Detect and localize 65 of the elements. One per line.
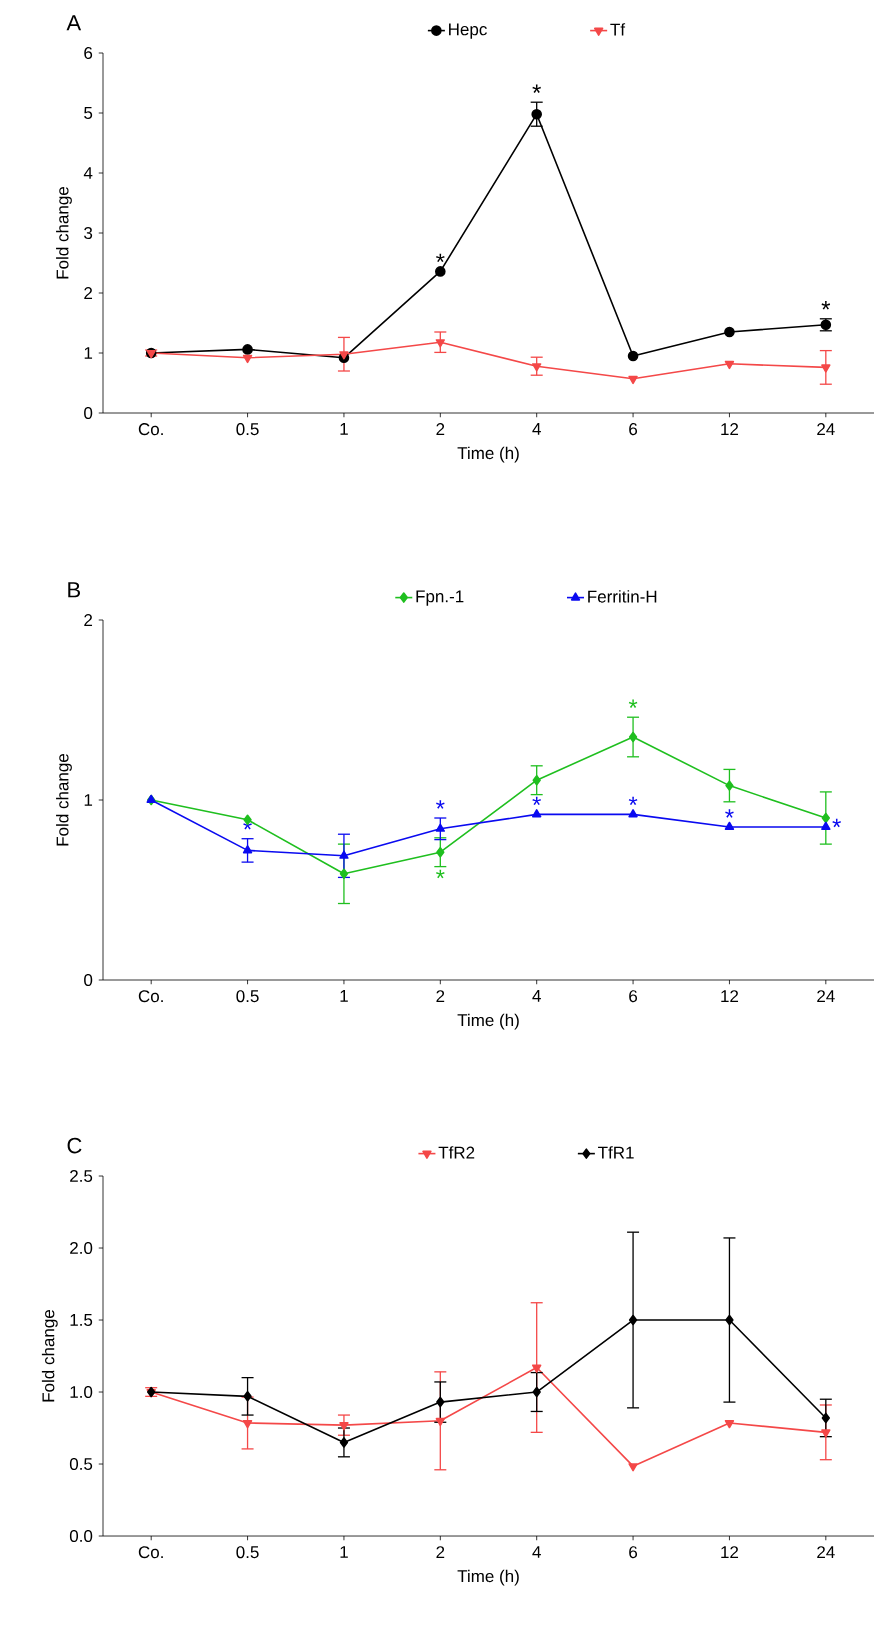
x-tick-label: 12 <box>721 990 739 1002</box>
y-tick-label: 1.0 <box>70 1386 93 1399</box>
x-tick-label: 24 <box>817 423 835 435</box>
annotation: * <box>532 796 541 806</box>
y-tick-label: 0.0 <box>69 1530 93 1543</box>
annotation: * <box>436 253 445 263</box>
x-tick-label: 6 <box>629 423 638 436</box>
x-tick-label: 2 <box>436 423 445 435</box>
legend-label: Tf <box>610 23 626 36</box>
y-tick-label: 0.5 <box>69 1458 93 1471</box>
annotation: * <box>628 699 638 708</box>
chart-title: A <box>66 15 82 31</box>
x-tick-label: 24 <box>817 1546 835 1559</box>
chart-title: B <box>68 582 80 598</box>
annotation: * <box>532 84 541 93</box>
annotation: * <box>832 818 841 828</box>
x-tick-label: 1 <box>340 423 348 435</box>
x-tick-label: 4 <box>532 1546 541 1558</box>
y-axis-title: Fold change <box>41 1310 58 1402</box>
legend-label: TfR1 <box>598 1146 634 1159</box>
x-tick-label: Co. <box>138 1546 163 1559</box>
x-tick-label: 2 <box>436 1546 445 1559</box>
x-tick-label: Co. <box>138 990 163 1003</box>
legend-label: TfR2 <box>438 1146 475 1159</box>
x-tick-label: 12 <box>721 1546 739 1559</box>
x-tick-label: 0.5 <box>236 990 259 1003</box>
x-tick-label: 2 <box>436 990 445 1002</box>
x-tick-label: 0.5 <box>236 423 259 436</box>
annotation: * <box>628 796 638 806</box>
x-tick-label: 1 <box>340 1546 348 1558</box>
y-tick-label: 3 <box>84 226 93 240</box>
legend-label: Hepc <box>449 23 487 39</box>
annotation: * <box>436 869 445 879</box>
x-tick-label: 6 <box>629 990 638 1003</box>
x-axis-title: Time (h) <box>457 1569 519 1586</box>
legend-label: Ferritin-H <box>588 590 657 603</box>
x-axis-title: Time (h) <box>457 446 519 463</box>
x-tick-label: 6 <box>629 1546 638 1559</box>
x-axis-title: Time (h) <box>457 1013 519 1030</box>
y-tick-label: 0 <box>84 406 93 420</box>
y-axis-title: Fold change <box>56 187 72 279</box>
annotation: * <box>436 800 445 809</box>
chart-title: C <box>67 1137 82 1154</box>
y-tick-label: 2 <box>84 614 93 626</box>
y-tick-label: 1 <box>84 347 93 359</box>
x-tick-label: 0.5 <box>236 1546 259 1559</box>
y-tick-label: 1 <box>84 794 93 806</box>
annotation: * <box>821 301 831 310</box>
y-tick-label: 1.5 <box>70 1314 93 1326</box>
y-tick-label: 5 <box>84 107 93 119</box>
x-tick-label: 4 <box>532 423 541 435</box>
legend-label: Fpn.-1 <box>416 590 464 606</box>
x-tick-label: 12 <box>721 423 739 435</box>
y-tick-label: 0 <box>84 973 93 987</box>
annotation: * <box>725 809 734 818</box>
x-tick-label: Co. <box>138 423 163 436</box>
y-tick-label: 2.5 <box>70 1170 93 1183</box>
x-tick-label: 1 <box>340 990 348 1002</box>
y-tick-label: 2.0 <box>70 1242 93 1255</box>
y-tick-label: 6 <box>84 46 93 60</box>
x-tick-label: 4 <box>532 990 541 1002</box>
y-tick-label: 4 <box>83 167 93 179</box>
x-tick-label: 24 <box>817 990 835 1002</box>
y-tick-label: 2 <box>84 287 93 299</box>
y-axis-title: Fold change <box>56 754 72 846</box>
